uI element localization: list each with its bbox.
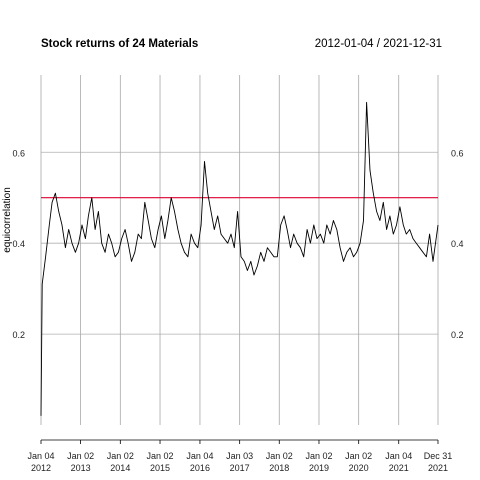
series-line — [40, 101, 439, 416]
x-tick-label-year: 2016 — [190, 463, 210, 473]
y-tick-label-left: 0.2 — [12, 330, 25, 340]
x-tick-label: Jan 02 — [305, 451, 332, 461]
x-tick-label: Jan 04 — [27, 451, 54, 461]
x-tick-label: Jan 02 — [345, 451, 372, 461]
x-tick-label: Dec 31 — [424, 451, 453, 461]
x-tick-label-year: 2019 — [309, 463, 329, 473]
x-tick-label: Jan 04 — [385, 451, 412, 461]
x-tick-label-year: 2014 — [110, 463, 130, 473]
y-tick-label-left: 0.4 — [12, 239, 25, 249]
x-tick-label-year: 2020 — [349, 463, 369, 473]
x-tick-label-year: 2021 — [428, 463, 448, 473]
y-axis-label: equicorrelation — [2, 187, 13, 253]
x-tick-label: Jan 02 — [67, 451, 94, 461]
chart-title: Stock returns of 24 Materials — [41, 38, 199, 50]
x-tick-label: Jan 02 — [147, 451, 174, 461]
y-tick-label-left: 0.6 — [12, 148, 25, 158]
x-tick-label: Jan 02 — [107, 451, 134, 461]
y-tick-label-right: 0.4 — [451, 239, 464, 249]
x-tick-label: Jan 02 — [266, 451, 293, 461]
x-tick-label-year: 2012 — [31, 463, 51, 473]
x-tick-label-year: 2018 — [269, 463, 289, 473]
x-tick-label-year: 2017 — [230, 463, 250, 473]
y-tick-label-right: 0.6 — [451, 148, 464, 158]
x-tick-label: Jan 03 — [226, 451, 253, 461]
x-tick-label-year: 2013 — [71, 463, 91, 473]
x-tick-label-year: 2015 — [150, 463, 170, 473]
y-tick-label-right: 0.2 — [451, 330, 464, 340]
x-tick-label: Jan 04 — [186, 451, 213, 461]
date-range-label: 2012-01-04 / 2021-12-31 — [314, 38, 442, 50]
x-tick-label-year: 2021 — [389, 463, 409, 473]
